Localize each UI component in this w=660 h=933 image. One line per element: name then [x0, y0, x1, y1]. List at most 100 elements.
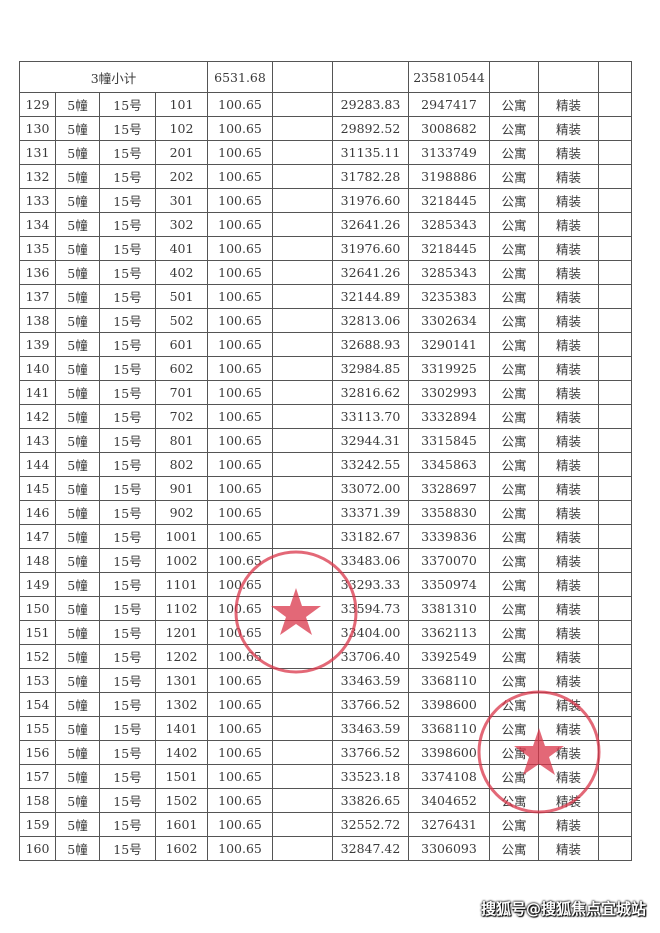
table-row: 145 5幢 15号 901 100.65 33072.00 3328697 公寓 精装: [19, 476, 632, 501]
table-cell: [272, 428, 333, 453]
table-row: 144 5幢 15号 802 100.65 33242.55 3345863 公寓 精装: [19, 452, 632, 477]
table-cell: [272, 572, 333, 597]
table-cell: 5幢: [55, 524, 100, 549]
table-cell: 5幢: [55, 596, 100, 621]
table-cell: 15号: [99, 572, 156, 597]
table-cell: 137: [19, 284, 56, 309]
table-cell: 精装: [538, 140, 599, 165]
table-cell: 100.65: [207, 788, 273, 813]
table-cell: [598, 116, 632, 141]
empty-cell: [332, 61, 409, 93]
table-cell: 公寓: [489, 308, 539, 333]
table-cell: 1302: [155, 692, 208, 717]
table-row: 140 5幢 15号 602 100.65 32984.85 3319925 公寓 精装: [19, 356, 632, 381]
table-cell: 5幢: [55, 788, 100, 813]
table-cell: [598, 260, 632, 285]
table-cell: 精装: [538, 164, 599, 189]
table-cell: 3381310: [408, 596, 490, 621]
table-row: 152 5幢 15号 1202 100.65 33706.40 3392549 公寓 精装: [19, 644, 632, 669]
table-cell: 精装: [538, 308, 599, 333]
table-cell: 15号: [99, 524, 156, 549]
table-cell: 31976.60: [332, 188, 409, 213]
table-cell: 精装: [538, 788, 599, 813]
table-cell: 5幢: [55, 188, 100, 213]
table-row: 133 5幢 15号 301 100.65 31976.60 3218445 公寓 精装: [19, 188, 632, 213]
table-cell: 3218445: [408, 188, 490, 213]
table-cell: 31782.28: [332, 164, 409, 189]
table-cell: [272, 236, 333, 261]
table-cell: 100.65: [207, 644, 273, 669]
table-row: 136 5幢 15号 402 100.65 32641.26 3285343 公寓 精装: [19, 260, 632, 285]
table-cell: 100.65: [207, 572, 273, 597]
table-cell: 3370070: [408, 548, 490, 573]
table-row: 130 5幢 15号 102 100.65 29892.52 3008682 公寓 精装: [19, 116, 632, 141]
table-cell: [272, 212, 333, 237]
table-cell: [598, 788, 632, 813]
table-cell: 15号: [99, 188, 156, 213]
table-cell: 精装: [538, 260, 599, 285]
table-cell: 100.65: [207, 524, 273, 549]
table-cell: 5幢: [55, 428, 100, 453]
table-cell: 100.65: [207, 596, 273, 621]
table-cell: [598, 740, 632, 765]
table-cell: 精装: [538, 236, 599, 261]
table-row: 142 5幢 15号 702 100.65 33113.70 3332894 公寓 精装: [19, 404, 632, 429]
table-cell: 3398600: [408, 740, 490, 765]
table-cell: 公寓: [489, 572, 539, 597]
table-cell: 139: [19, 332, 56, 357]
table-cell: [272, 332, 333, 357]
table-cell: 148: [19, 548, 56, 573]
table-cell: [272, 620, 333, 645]
table-cell: 精装: [538, 812, 599, 837]
table-cell: 精装: [538, 404, 599, 429]
table-cell: 31135.11: [332, 140, 409, 165]
table-cell: 5幢: [55, 116, 100, 141]
table-cell: 1601: [155, 812, 208, 837]
table-row: 154 5幢 15号 1302 100.65 33766.52 3398600 公寓 精装: [19, 692, 632, 717]
table-row: 153 5幢 15号 1301 100.65 33463.59 3368110 公寓 精装: [19, 668, 632, 693]
table-cell: 133: [19, 188, 56, 213]
table-cell: 100.65: [207, 836, 273, 861]
table-cell: 33523.18: [332, 764, 409, 789]
table-cell: 144: [19, 452, 56, 477]
table-cell: 802: [155, 452, 208, 477]
table-cell: 公寓: [489, 140, 539, 165]
watermark: 搜狐号@搜狐焦点宜城站: [480, 900, 646, 918]
table-cell: 100.65: [207, 308, 273, 333]
table-cell: [598, 764, 632, 789]
table-row: 132 5幢 15号 202 100.65 31782.28 3198886 公寓 精装: [19, 164, 632, 189]
table-cell: 201: [155, 140, 208, 165]
table-cell: 1401: [155, 716, 208, 741]
table-cell: 1102: [155, 596, 208, 621]
empty-cell: [272, 61, 333, 93]
table-cell: 100.65: [207, 260, 273, 285]
table-cell: [272, 404, 333, 429]
table-cell: [272, 164, 333, 189]
table-cell: 33463.59: [332, 716, 409, 741]
table-cell: 601: [155, 332, 208, 357]
table-cell: 100.65: [207, 716, 273, 741]
table-cell: [598, 452, 632, 477]
table-cell: 精装: [538, 716, 599, 741]
table-cell: 公寓: [489, 188, 539, 213]
table-cell: 100.65: [207, 548, 273, 573]
table-cell: 3368110: [408, 716, 490, 741]
table-cell: 15号: [99, 404, 156, 429]
table-row: 160 5幢 15号 1602 100.65 32847.42 3306093 公寓 精装: [19, 836, 632, 861]
table-cell: 精装: [538, 428, 599, 453]
table-cell: 31976.60: [332, 236, 409, 261]
table-cell: 精装: [538, 212, 599, 237]
table-cell: 精装: [538, 284, 599, 309]
table-cell: 5幢: [55, 164, 100, 189]
table-cell: 32144.89: [332, 284, 409, 309]
table-cell: 147: [19, 524, 56, 549]
table-cell: 5幢: [55, 380, 100, 405]
table-cell: 精装: [538, 764, 599, 789]
table-row: 139 5幢 15号 601 100.65 32688.93 3290141 公寓 精装: [19, 332, 632, 357]
table-cell: 5幢: [55, 452, 100, 477]
table-cell: 100.65: [207, 188, 273, 213]
table-cell: [272, 500, 333, 525]
table-cell: 140: [19, 356, 56, 381]
table-row: 150 5幢 15号 1102 100.65 33594.73 3381310 公寓 精装: [19, 596, 632, 621]
table-row: 159 5幢 15号 1601 100.65 32552.72 3276431 公寓 精装: [19, 812, 632, 837]
